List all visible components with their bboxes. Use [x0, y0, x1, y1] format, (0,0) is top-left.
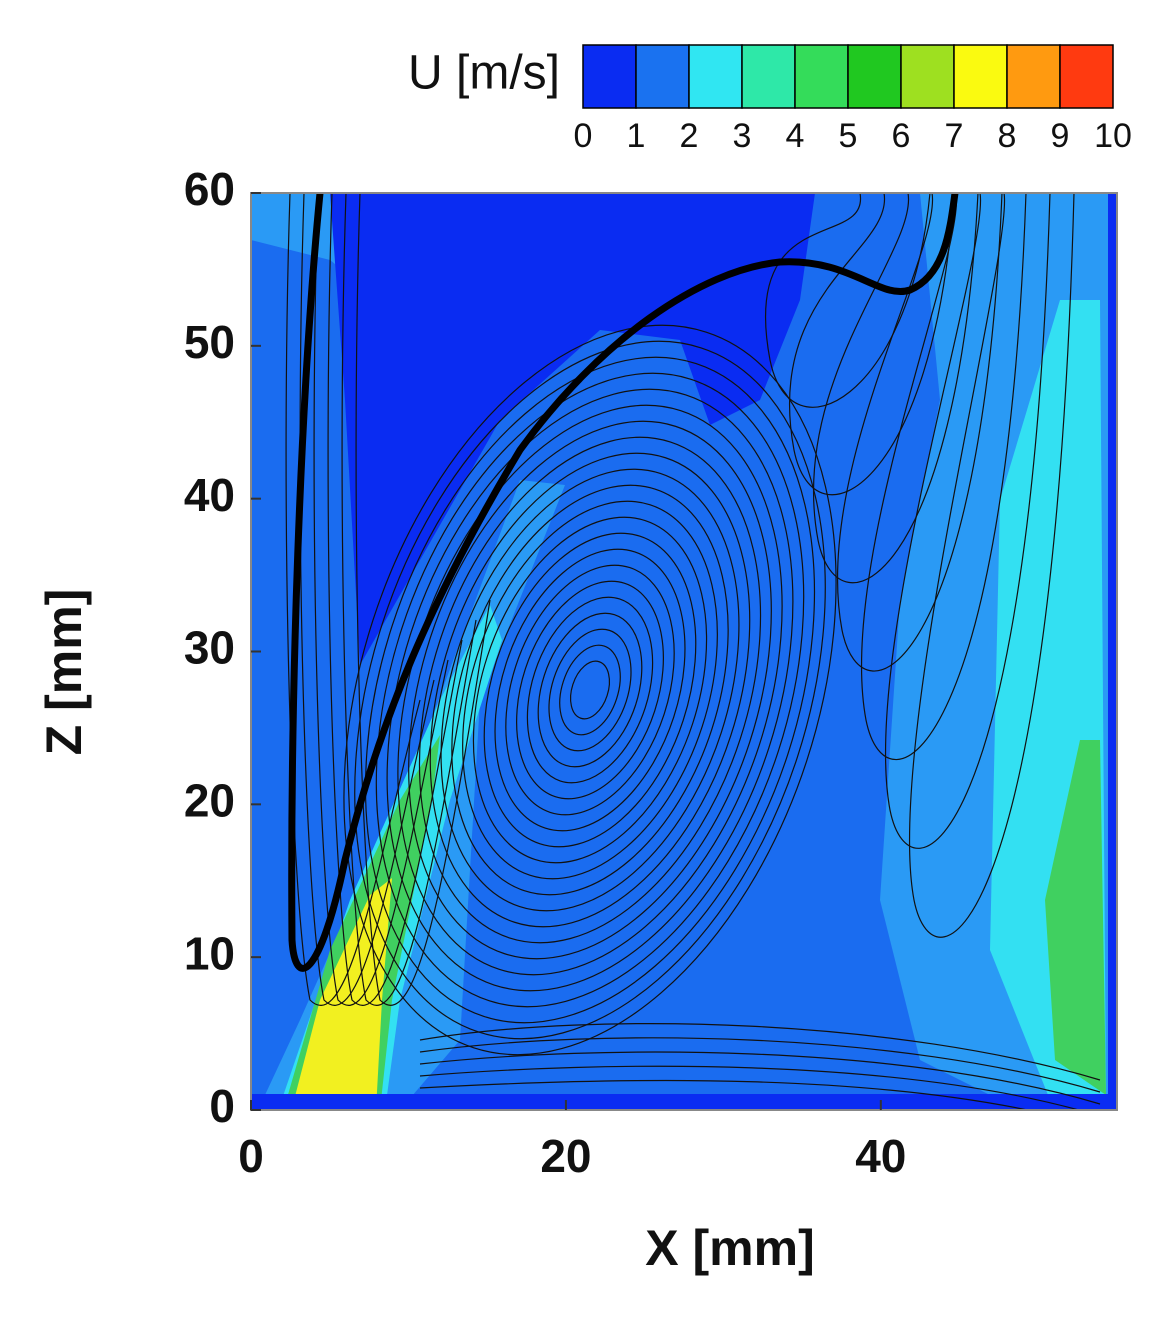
streamline: [355, 193, 491, 1006]
streamline: [285, 193, 421, 1006]
colorbar-segment: [1006, 44, 1061, 109]
colorbar-segment: [847, 44, 902, 109]
colorbar-label: U [m/s]: [408, 47, 560, 100]
streamline: [472, 516, 708, 864]
colorbar-tick-label: 9: [1051, 117, 1070, 155]
colorbar-segment: [582, 44, 637, 109]
colorbar-tick-label: 6: [892, 117, 911, 155]
y-tick-label: 0: [209, 1080, 235, 1132]
colorbar-tick-label: 8: [998, 117, 1017, 155]
streamline: [505, 564, 675, 816]
colorbar-segment: [741, 44, 796, 109]
colorbar-segment: [1059, 44, 1114, 109]
streamline: [569, 660, 611, 720]
colorbar-tick-label: 7: [945, 117, 964, 155]
streamline: [408, 420, 772, 960]
colorbar-segment: [953, 44, 1008, 109]
x-axis-label: X [mm]: [645, 1220, 814, 1276]
streamline: [419, 1023, 1101, 1081]
y-tick-label: 20: [184, 774, 235, 826]
y-tick-label: 40: [184, 469, 235, 521]
streamline: [516, 580, 664, 800]
colorbar-tick-label: 5: [839, 117, 858, 155]
streamline: [418, 436, 762, 944]
streamline: [313, 193, 449, 1006]
x-tick-label: 20: [540, 1130, 591, 1182]
streamline: [343, 324, 837, 1056]
colorbar-segment: [635, 44, 690, 109]
colorbar-segment: [688, 44, 743, 109]
streamline: [386, 388, 794, 992]
streamline: [419, 1079, 1031, 1110]
contour-field: [251, 193, 1117, 1110]
contour-region: [251, 1094, 1117, 1110]
streamline: [375, 372, 805, 1008]
streamline: [451, 484, 729, 896]
streamline: [419, 1065, 1082, 1110]
x-tick-label: 0: [238, 1130, 264, 1182]
streamline: [788, 193, 955, 496]
colorbar-tick-label: 0: [574, 117, 593, 155]
streamline: [559, 644, 621, 736]
streamline: [494, 548, 686, 832]
separatrix: [288, 193, 959, 972]
x-tick-label: 40: [855, 1130, 906, 1182]
streamline: [884, 193, 1051, 849]
colorbar-tick-label: 10: [1094, 117, 1132, 155]
colorbar-tick-label: 1: [627, 117, 646, 155]
colorbar-segment: [900, 44, 955, 109]
contour-region: [1108, 193, 1117, 1110]
streamline: [419, 1037, 1101, 1093]
colorbar-segment: [794, 44, 849, 109]
streamline: [327, 193, 463, 1006]
y-tick-label: 30: [184, 622, 235, 674]
contour-region: [1045, 740, 1106, 1095]
streamline: [483, 532, 697, 848]
streamline: [440, 468, 740, 912]
streamlines: [285, 193, 1101, 1110]
y-tick-label: 10: [184, 927, 235, 979]
colorbar-tick-label: 4: [786, 117, 805, 155]
streamline: [526, 596, 654, 784]
streamline: [364, 356, 816, 1024]
streamline: [537, 612, 643, 768]
y-axis-label: Z [mm]: [36, 589, 92, 756]
streamline: [861, 193, 1027, 761]
streamline: [341, 193, 477, 1006]
y-tick-label: 50: [184, 316, 235, 368]
streamline: [462, 500, 718, 880]
streamline: [548, 628, 632, 752]
colorbar-tick-label: 3: [733, 117, 752, 155]
streamline: [429, 452, 751, 928]
streamline: [419, 1051, 1101, 1105]
streamline: [812, 193, 979, 584]
streamline: [908, 193, 1075, 938]
colorbar-tick-label: 2: [680, 117, 699, 155]
streamline: [836, 193, 1003, 672]
contour-region: [330, 193, 815, 665]
y-tick-label: 60: [184, 163, 235, 215]
